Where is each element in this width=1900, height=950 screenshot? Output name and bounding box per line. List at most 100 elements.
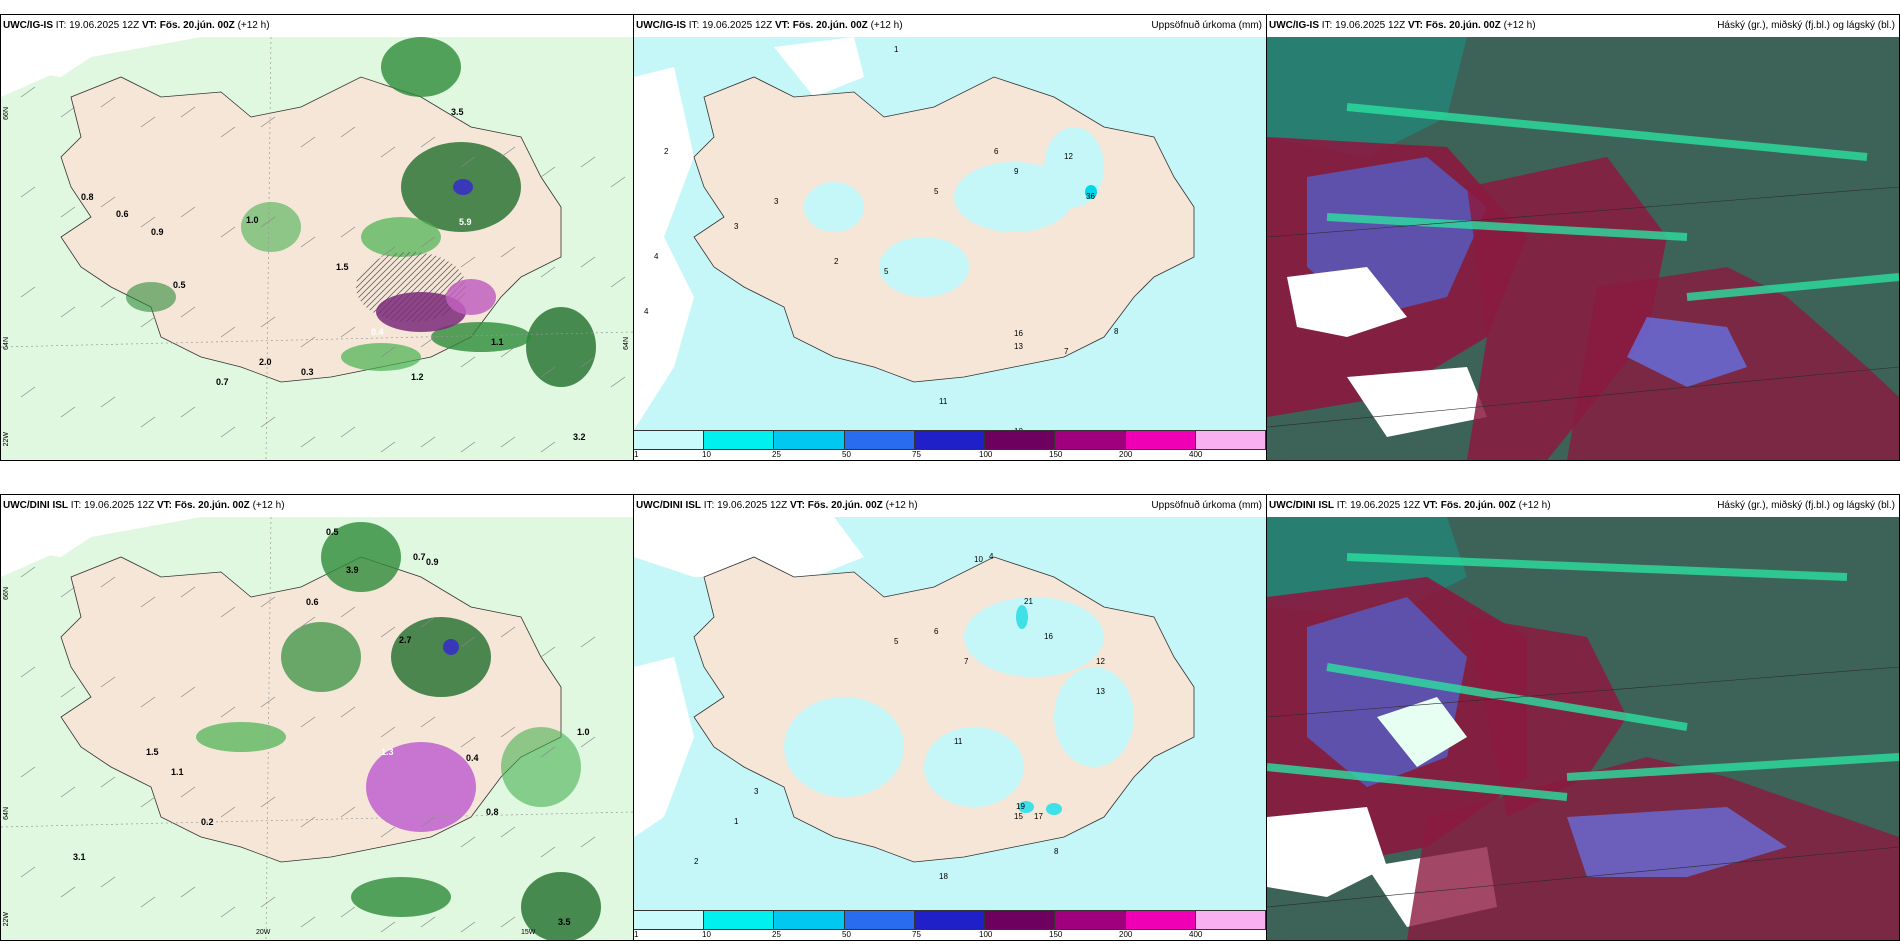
legend-swatch [914, 910, 986, 930]
lat-label: 64N [3, 337, 10, 350]
precip-value: 11 [939, 397, 948, 406]
wind-value: 0.8 [486, 807, 499, 817]
wind-barbs [20, 566, 596, 933]
wind-value: 0.5 [173, 280, 186, 290]
precip-value: 1 [894, 45, 899, 54]
precip-value: 3 [734, 222, 739, 231]
precip-value: 18 [939, 872, 948, 881]
wind-value: 3.1 [73, 852, 86, 862]
cloud-map[interactable] [1267, 37, 1899, 460]
model-name: UWC/DINI ISL [636, 500, 701, 511]
model-name: UWC/DINI ISL [1269, 500, 1334, 511]
legend-swatch [1055, 910, 1126, 930]
lead-time: (+12 h) [252, 500, 285, 511]
lat-label: 66N [3, 587, 10, 600]
valid-time: Fös. 20.jún. 00Z [1425, 20, 1501, 31]
wind-value: 0.5 [326, 527, 339, 537]
precip-value: 3 [774, 197, 779, 206]
wind-value: 2.0 [259, 357, 272, 367]
precip-value: 5 [934, 187, 939, 196]
precip-value: 13 [1014, 342, 1023, 351]
precip-value: 17 [1034, 812, 1043, 821]
lead-time: (+12 h) [237, 20, 270, 31]
init-time: 19.06.2025 12Z [717, 500, 788, 511]
wind-value: 1.1 [171, 767, 184, 777]
wind-value: 3.5 [451, 107, 464, 117]
wind-value: 3.2 [573, 432, 586, 442]
valid-time: Fös. 20.jún. 00Z [807, 500, 883, 511]
precip-value: 16 [1014, 329, 1023, 338]
model-name: UWC/DINI ISL [3, 500, 68, 511]
legend-tick: 400 [1189, 930, 1203, 939]
legend-swatch [1055, 430, 1126, 450]
precip-value: 12 [1096, 657, 1105, 666]
lead-time: (+12 h) [870, 20, 903, 31]
precip-value: 1 [734, 817, 739, 826]
legend-tick: 100 [979, 450, 993, 459]
legend-swatch [914, 430, 986, 450]
vt-label: VT: [789, 500, 805, 511]
init-time: 19.06.2025 12Z [1335, 20, 1406, 31]
legend-tick: 200 [1119, 930, 1133, 939]
wind-value: 0.3 [301, 367, 314, 377]
valid-time: Fös. 20.jún. 00Z [174, 500, 250, 511]
vt-label: VT: [1422, 500, 1438, 511]
wind-value: 1.1 [491, 337, 504, 347]
legend-tick: 10 [702, 450, 711, 459]
vt-label: VT: [774, 20, 790, 31]
legend-swatch [1125, 910, 1196, 930]
legend-tick: 150 [1049, 450, 1063, 459]
precip-value: 13 [1096, 687, 1105, 696]
precip-value: 3 [754, 787, 759, 796]
legend-tick: 50 [842, 450, 851, 459]
panel-title: Háský (gr.), miðský (fj.bl.) og lágský (… [1717, 500, 1895, 511]
precip-map[interactable]: 2 3 5 4 6 7 8 9 12 36 16 13 11 10 1 4 2 … [634, 37, 1266, 460]
precip-value: 6 [994, 147, 999, 156]
valid-time: Fös. 20.jún. 00Z [792, 20, 868, 31]
wind-map[interactable]: 0.8 0.6 0.9 1.0 0.5 0.7 0.3 1.2 3.5 5.9 … [1, 37, 633, 460]
precip-value: 11 [954, 737, 963, 746]
precip-map[interactable]: 4 5 6 7 8 10 11 12 16 19 21 13 15 17 18 … [634, 517, 1266, 940]
precip-value: 6 [934, 627, 939, 636]
precip-value: 2 [834, 257, 839, 266]
panel-header: UWC/DINI ISL IT: 19.06.2025 12Z VT: Fös.… [634, 495, 1266, 517]
legend-swatch [704, 910, 775, 930]
init-time: 19.06.2025 12Z [1350, 500, 1421, 511]
valid-time: Fös. 20.jún. 00Z [1440, 500, 1516, 511]
wind-value: 1.5 [146, 747, 159, 757]
precip-value: 4 [989, 552, 994, 561]
precip-value: 19 [1016, 802, 1025, 811]
wind-map[interactable]: 0.5 0.7 0.9 1.1 0.6 1.5 3.9 3.5 0.8 1.3 … [1, 517, 633, 940]
init-time: 19.06.2025 12Z [702, 20, 773, 31]
precip-value: 16 [1044, 632, 1053, 641]
it-label: IT: [688, 20, 700, 31]
cloud-map[interactable] [1267, 517, 1899, 940]
wind-value: 0.6 [306, 597, 319, 607]
precip-value: 21 [1024, 597, 1033, 606]
precip-value: 2 [694, 857, 699, 866]
lon-label: 20W [256, 929, 271, 936]
it-label: IT: [703, 500, 715, 511]
wind-value: 1.5 [336, 262, 349, 272]
model-name: UWC/IG-IS [3, 20, 53, 31]
legend-tick: 100 [979, 930, 993, 939]
panel-title: Uppsöfnuð úrkoma (mm) [1151, 500, 1262, 511]
it-label: IT: [1336, 500, 1348, 511]
panel-wind-ig-is: UWC/IG-IS IT: 19.06.2025 12Z VT: Fös. 20… [0, 14, 634, 461]
legend-tick: 75 [912, 450, 921, 459]
legend-swatch [985, 430, 1056, 450]
precip-legend: 1 10 25 50 75 100 150 200 400 [634, 910, 1266, 940]
legend-swatch [634, 910, 705, 930]
panel-title: Uppsöfnuð úrkoma (mm) [1151, 20, 1262, 31]
precip-legend: 1 10 25 50 75 100 150 200 400 [634, 430, 1266, 460]
it-label: IT: [1321, 20, 1333, 31]
legend-swatch [985, 910, 1056, 930]
precip-value: 9 [1014, 167, 1019, 176]
valid-time: Fös. 20.jún. 00Z [159, 20, 235, 31]
wind-value: 0.6 [116, 209, 129, 219]
lat-label: 64N [623, 337, 630, 350]
legend-tick: 10 [702, 930, 711, 939]
panel-header: UWC/IG-IS IT: 19.06.2025 12Z VT: Fös. 20… [1, 15, 633, 37]
model-name: UWC/IG-IS [636, 20, 686, 31]
legend-swatch [774, 910, 845, 930]
